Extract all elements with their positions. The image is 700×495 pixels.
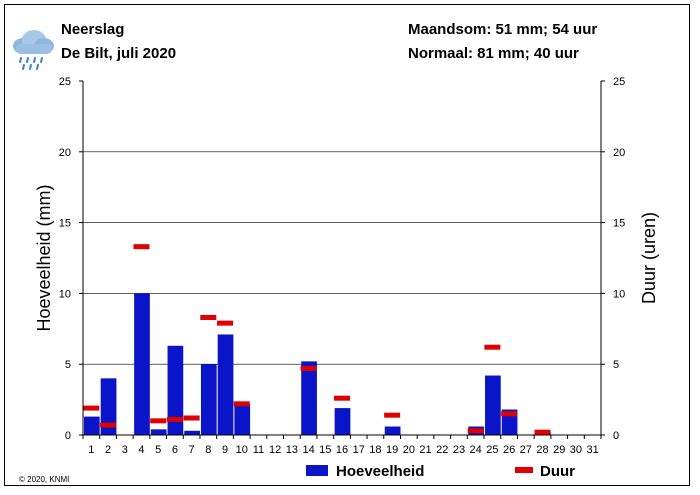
- bar: [150, 429, 167, 435]
- x-tick-label: 11: [253, 444, 264, 456]
- bar: [384, 426, 401, 435]
- x-tick-label: 28: [536, 444, 548, 456]
- bar: [485, 375, 501, 435]
- x-tick-label: 31: [587, 444, 599, 456]
- x-tick-label: 5: [155, 444, 161, 456]
- x-tick-label: 17: [353, 444, 365, 456]
- y-tick-label: 0: [65, 430, 71, 442]
- x-tick-label: 16: [336, 444, 348, 456]
- x-tick-label: 2: [105, 444, 111, 456]
- legend-label-hoeveelheid: Hoeveelheid: [336, 463, 424, 480]
- duration-mark: [133, 244, 150, 250]
- x-tick-label: 4: [138, 444, 144, 456]
- x-tick-label: 8: [205, 444, 211, 456]
- copyright: © 2020, KNMI: [19, 475, 70, 484]
- x-tick-label: 29: [553, 444, 565, 456]
- x-tick-label: 12: [269, 444, 281, 456]
- bar: [217, 334, 234, 435]
- y2-axis-label: Duur (uren): [639, 212, 659, 304]
- bar: [184, 430, 200, 435]
- duration-mark: [100, 422, 117, 428]
- x-tick-label: 22: [436, 444, 448, 456]
- x-tick-label: 6: [172, 444, 178, 456]
- legend-swatch-hoeveelheid: [306, 465, 328, 476]
- duration-mark: [183, 415, 200, 421]
- x-tick-label: 21: [419, 444, 431, 456]
- y2-tick-label: 25: [613, 76, 625, 88]
- x-tick-label: 9: [222, 444, 228, 456]
- y-tick-label: 15: [59, 218, 71, 230]
- x-tick-label: 19: [386, 444, 398, 456]
- x-tick-label: 3: [122, 444, 128, 456]
- duration-mark: [200, 314, 217, 320]
- x-tick-label: 25: [486, 444, 498, 456]
- x-tick-label: 14: [302, 444, 314, 456]
- x-tick-label: 10: [236, 444, 248, 456]
- y-tick-label: 5: [65, 359, 71, 371]
- x-tick-label: 24: [470, 444, 482, 456]
- duration-mark: [166, 416, 183, 422]
- x-tick-label: 13: [286, 444, 298, 456]
- y2-tick-label: 10: [613, 288, 625, 300]
- y2-tick-label: 15: [613, 218, 625, 230]
- x-tick-label: 1: [88, 444, 94, 456]
- normal-values: Normaal: 81 mm; 40 uur: [408, 45, 579, 62]
- y-tick-label: 25: [59, 76, 71, 88]
- duration-mark: [534, 429, 551, 435]
- x-tick-label: 26: [503, 444, 515, 456]
- x-tick-label: 27: [520, 444, 532, 456]
- duration-mark: [83, 405, 100, 411]
- x-tick-label: 20: [403, 444, 415, 456]
- y2-tick-label: 0: [613, 430, 619, 442]
- bar: [200, 364, 217, 435]
- legend-swatch-duur: [515, 467, 533, 473]
- y-axis-label: Hoeveelheid (mm): [34, 184, 54, 331]
- chart-subtitle-location: De Bilt, juli 2020: [61, 45, 177, 62]
- legend-label-duur: Duur: [540, 463, 575, 480]
- duration-mark: [334, 395, 350, 401]
- x-tick-label: 30: [570, 444, 582, 456]
- bar: [134, 293, 150, 435]
- x-tick-label: 23: [453, 444, 465, 456]
- duration-mark: [384, 412, 401, 418]
- duration-mark: [233, 401, 250, 407]
- duration-mark: [501, 411, 518, 417]
- duration-mark: [484, 344, 501, 350]
- y2-tick-label: 20: [613, 147, 625, 159]
- duration-mark: [467, 428, 484, 434]
- bar: [84, 416, 100, 435]
- rain-cloud-icon: [13, 30, 54, 70]
- bar: [167, 345, 184, 435]
- bar: [234, 403, 251, 435]
- x-tick-label: 15: [319, 444, 331, 456]
- bar: [301, 361, 317, 435]
- bar: [334, 408, 351, 435]
- y2-tick-label: 5: [613, 359, 619, 371]
- duration-mark: [300, 365, 317, 371]
- chart-title: Neerslag: [61, 21, 125, 38]
- monthly-sum: Maandsom: 51 mm; 54 uur: [408, 21, 598, 38]
- duration-mark: [150, 418, 167, 424]
- x-tick-label: 18: [369, 444, 381, 456]
- bar: [100, 378, 117, 435]
- y-tick-label: 10: [59, 288, 71, 300]
- duration-mark: [217, 320, 234, 326]
- y-tick-label: 20: [59, 147, 71, 159]
- chart-frame: Neerslag De Bilt, juli 2020 Maandsom: 51…: [4, 4, 690, 486]
- x-tick-label: 7: [189, 444, 195, 456]
